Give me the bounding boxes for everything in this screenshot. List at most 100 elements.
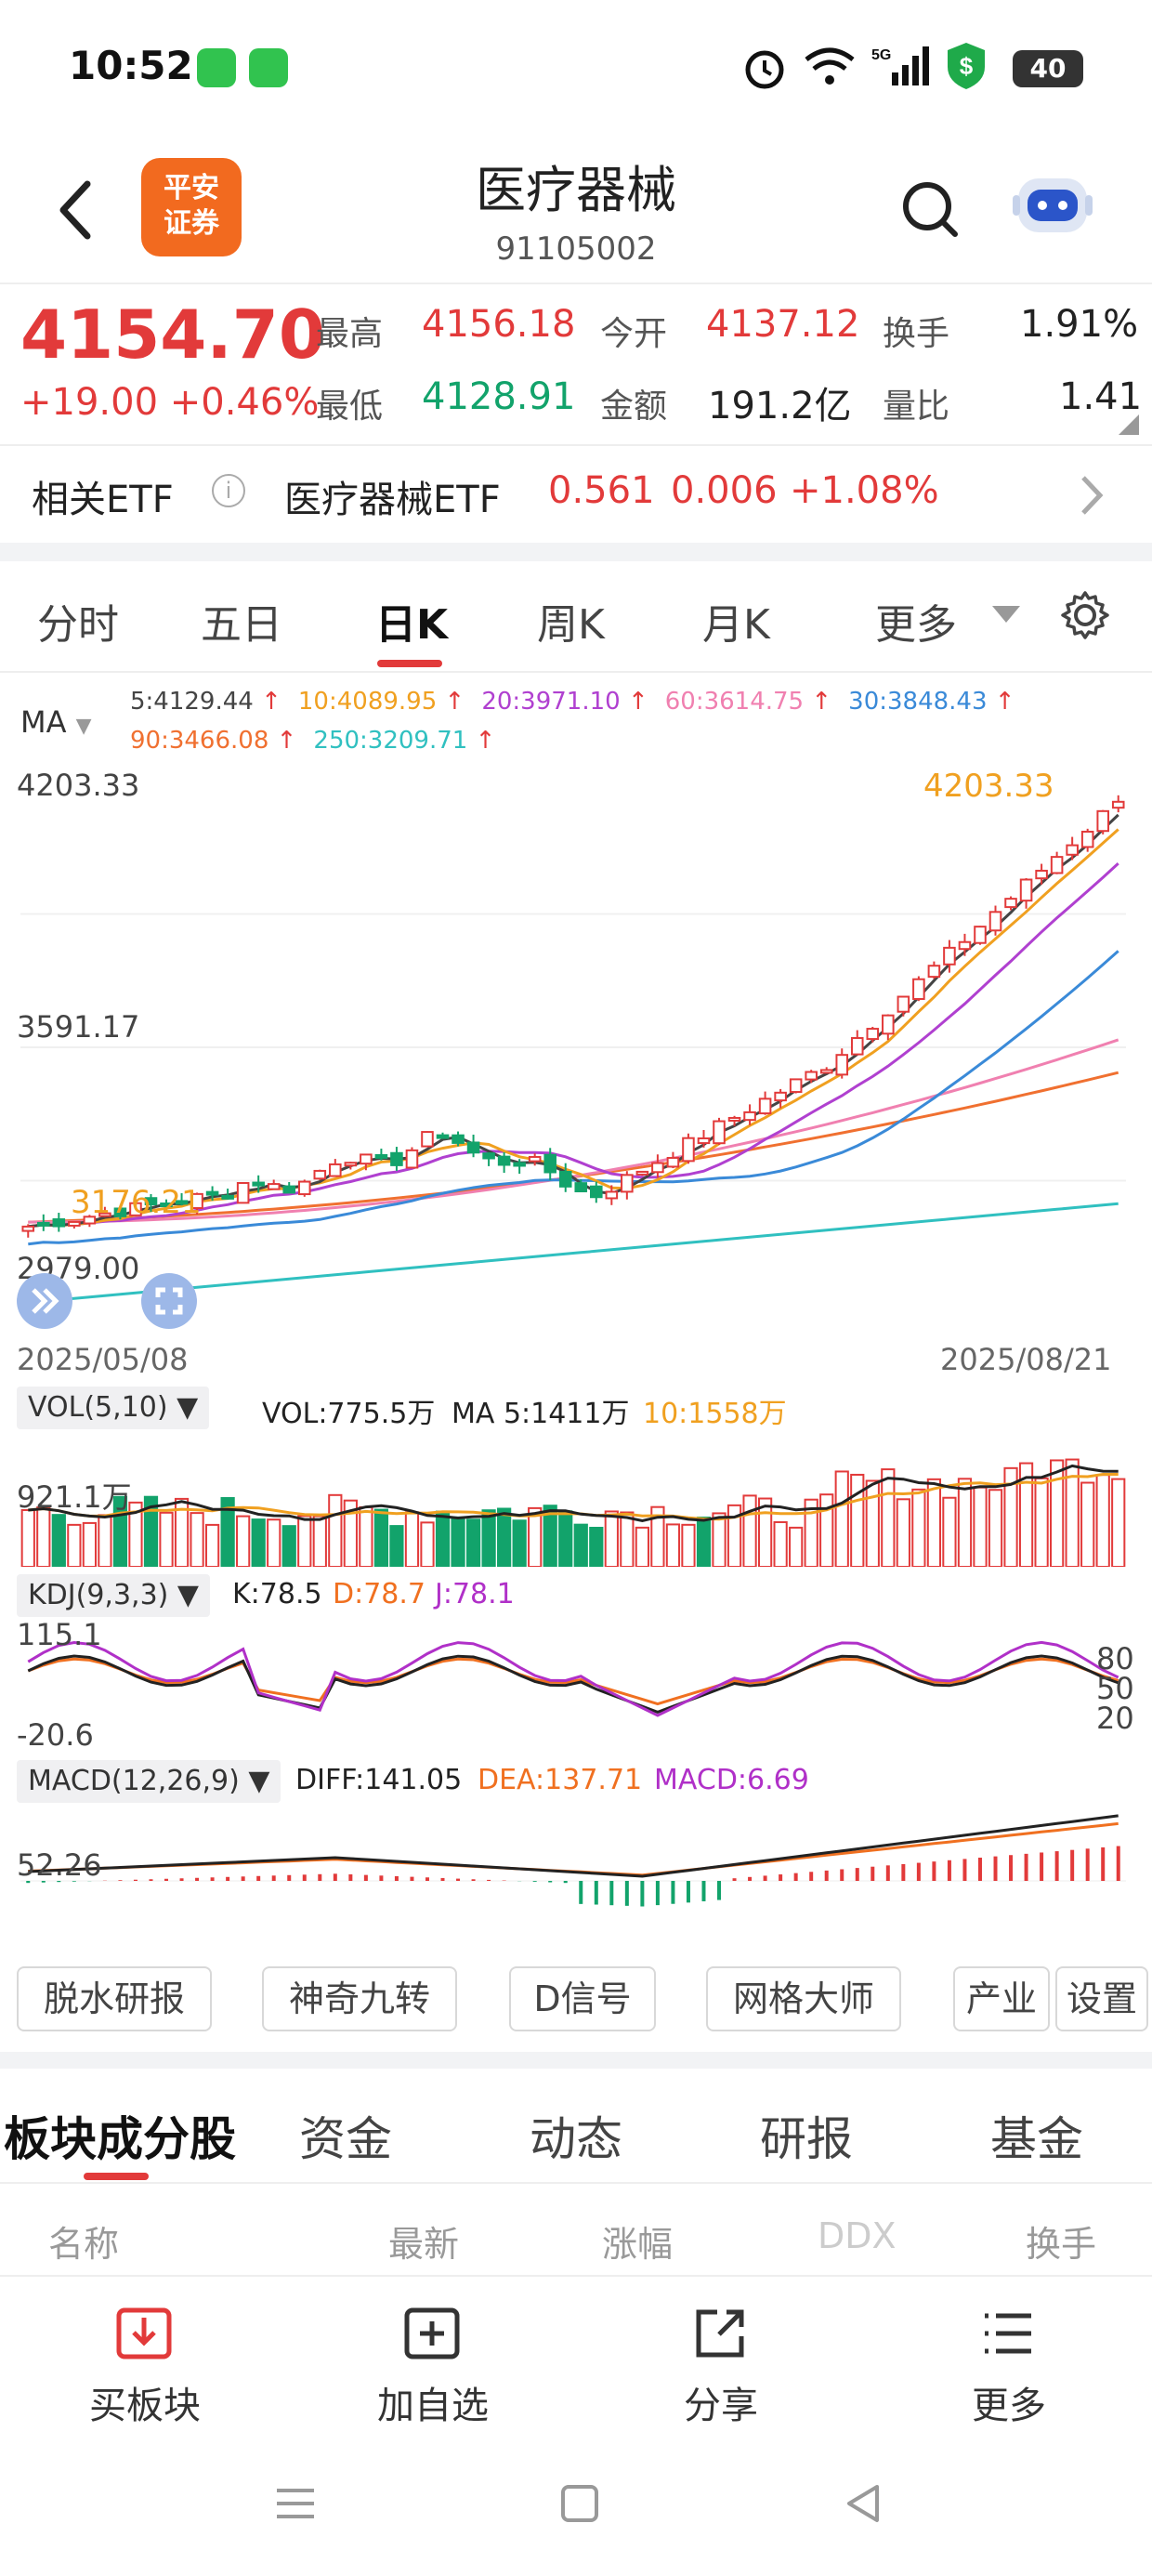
tab-daily-k[interactable]: 日K bbox=[375, 601, 449, 649]
tab-funds-flow[interactable]: 资金 bbox=[299, 2112, 392, 2166]
volume-bar bbox=[1111, 1478, 1126, 1567]
ma-legend-item: 30:3848.43 ↑ bbox=[848, 688, 1015, 716]
candle-body bbox=[374, 1153, 388, 1159]
volume-bar bbox=[481, 1509, 496, 1567]
candle-body bbox=[988, 911, 1002, 932]
candlestick-chart[interactable] bbox=[0, 762, 1152, 1375]
macd-line bbox=[28, 1821, 1119, 1877]
buy-sector-label[interactable]: 买板块 bbox=[89, 2385, 201, 2427]
tool-grid-master[interactable]: 网格大师 bbox=[706, 1966, 901, 2031]
kdj-chart[interactable] bbox=[0, 1624, 1152, 1756]
tab-monthly-k[interactable]: 月K bbox=[702, 601, 770, 649]
dropdown-arrow-icon[interactable] bbox=[992, 606, 1020, 624]
volume-bar bbox=[465, 1518, 481, 1567]
tool-magic-nine[interactable]: 神奇九转 bbox=[262, 1966, 457, 2031]
volume-bar bbox=[404, 1511, 420, 1567]
kdj-indicator-selector[interactable]: KDJ(9,3,3) ▼ bbox=[17, 1574, 210, 1617]
tab-news[interactable]: 动态 bbox=[530, 2112, 622, 2166]
candle-body bbox=[52, 1218, 66, 1228]
macd-dea: DEA:137.71 bbox=[478, 1764, 643, 1796]
alarm-icon bbox=[745, 50, 784, 89]
settings-gear-icon[interactable] bbox=[1059, 589, 1111, 641]
home-nav-icon[interactable] bbox=[557, 2481, 602, 2526]
column-header-change[interactable]: 涨幅 bbox=[602, 2224, 674, 2265]
volume-bar bbox=[98, 1514, 112, 1567]
candle-body bbox=[1066, 844, 1079, 856]
kdj-top-label: 115.1 bbox=[17, 1617, 102, 1652]
volume-ratio-value: 1.41 bbox=[1059, 375, 1143, 418]
tab-funds[interactable]: 基金 bbox=[990, 2112, 1083, 2166]
tool-industry[interactable]: 产业 bbox=[953, 1966, 1050, 2031]
date-end: 2025/08/21 bbox=[940, 1342, 1112, 1377]
ma-selector[interactable]: MA ▼ bbox=[20, 704, 92, 740]
volume-ma-line bbox=[28, 1464, 1119, 1523]
broker-logo: 平安证券 bbox=[141, 158, 242, 256]
fullscreen-icon[interactable] bbox=[139, 1271, 199, 1331]
wifi-icon bbox=[805, 47, 855, 85]
buy-sector-icon[interactable] bbox=[115, 2305, 173, 2362]
kdj-k: K:78.5 bbox=[232, 1578, 322, 1610]
candle-body bbox=[774, 1091, 787, 1102]
volume-bar bbox=[220, 1497, 235, 1567]
info-icon[interactable]: i bbox=[212, 474, 245, 507]
volume-bar bbox=[635, 1526, 649, 1567]
volume-chart[interactable] bbox=[0, 1440, 1152, 1567]
vol-indicator-selector[interactable]: VOL(5,10) ▼ bbox=[17, 1387, 210, 1429]
candle-body bbox=[160, 1203, 173, 1208]
column-header-turnover[interactable]: 换手 bbox=[1026, 2224, 1097, 2265]
volume-bar bbox=[512, 1519, 527, 1567]
section-separator bbox=[0, 2052, 1152, 2069]
assistant-robot-icon[interactable] bbox=[1011, 167, 1094, 242]
more-menu-icon[interactable] bbox=[979, 2305, 1037, 2362]
volume-bar bbox=[834, 1470, 849, 1567]
candle-body bbox=[882, 1014, 895, 1035]
macd-indicator-selector[interactable]: MACD(12,26,9) ▼ bbox=[17, 1760, 281, 1803]
volume-bar bbox=[343, 1499, 358, 1567]
ma-line bbox=[28, 950, 1119, 1246]
up-arrow-icon: ↑ bbox=[475, 727, 496, 755]
candle-body bbox=[98, 1212, 111, 1217]
share-label[interactable]: 分享 bbox=[684, 2385, 758, 2427]
tool-research-report[interactable]: 脱水研报 bbox=[17, 1966, 212, 2031]
column-header-name[interactable]: 名称 bbox=[48, 2224, 120, 2265]
tab-research[interactable]: 研报 bbox=[760, 2112, 853, 2166]
ma-line bbox=[28, 828, 1119, 1229]
volume-bar bbox=[451, 1516, 465, 1567]
add-watchlist-label[interactable]: 加自选 bbox=[377, 2385, 489, 2427]
tool-d-signal[interactable]: D信号 bbox=[509, 1966, 656, 2031]
divider bbox=[0, 444, 1152, 446]
tab-constituents[interactable]: 板块成分股 bbox=[4, 2112, 236, 2166]
etf-name[interactable]: 医疗器械ETF bbox=[284, 479, 501, 521]
macd-chart[interactable] bbox=[0, 1807, 1152, 1937]
tab-five-day[interactable]: 五日 bbox=[201, 601, 282, 649]
volume-bar bbox=[789, 1526, 804, 1567]
more-label[interactable]: 更多 bbox=[972, 2385, 1046, 2427]
volume-ratio-label: 量比 bbox=[883, 388, 950, 426]
chevron-right-icon[interactable] bbox=[1078, 472, 1106, 519]
ma-line bbox=[28, 861, 1119, 1229]
column-header-latest[interactable]: 最新 bbox=[388, 2224, 460, 2265]
candle-body bbox=[958, 940, 972, 951]
etf-change-pct: +1.08% bbox=[790, 469, 939, 512]
tab-weekly-k[interactable]: 周K bbox=[537, 601, 605, 649]
back-button[interactable] bbox=[48, 173, 104, 247]
security-shield-icon: $ bbox=[948, 43, 985, 89]
candle-body bbox=[713, 1120, 726, 1145]
share-icon[interactable] bbox=[691, 2305, 749, 2362]
add-watchlist-icon[interactable] bbox=[403, 2305, 461, 2362]
menu-nav-icon[interactable] bbox=[273, 2481, 318, 2526]
back-nav-icon[interactable] bbox=[842, 2481, 886, 2526]
tab-intraday[interactable]: 分时 bbox=[37, 601, 119, 649]
divider bbox=[0, 2275, 1152, 2277]
macd-diff: DIFF:141.05 bbox=[295, 1764, 463, 1796]
related-etf-label: 相关ETF bbox=[32, 479, 174, 521]
column-header-ddx[interactable]: DDX bbox=[818, 2215, 897, 2256]
volume-bar bbox=[281, 1525, 296, 1567]
search-icon[interactable] bbox=[897, 177, 962, 242]
tool-settings[interactable]: 设置 bbox=[1055, 1966, 1148, 2031]
expand-corner-icon[interactable] bbox=[1119, 414, 1139, 435]
expand-left-icon[interactable] bbox=[15, 1271, 74, 1331]
volume-bar bbox=[911, 1488, 926, 1567]
volume-bar bbox=[1065, 1458, 1080, 1567]
tab-more[interactable]: 更多 bbox=[875, 601, 957, 649]
